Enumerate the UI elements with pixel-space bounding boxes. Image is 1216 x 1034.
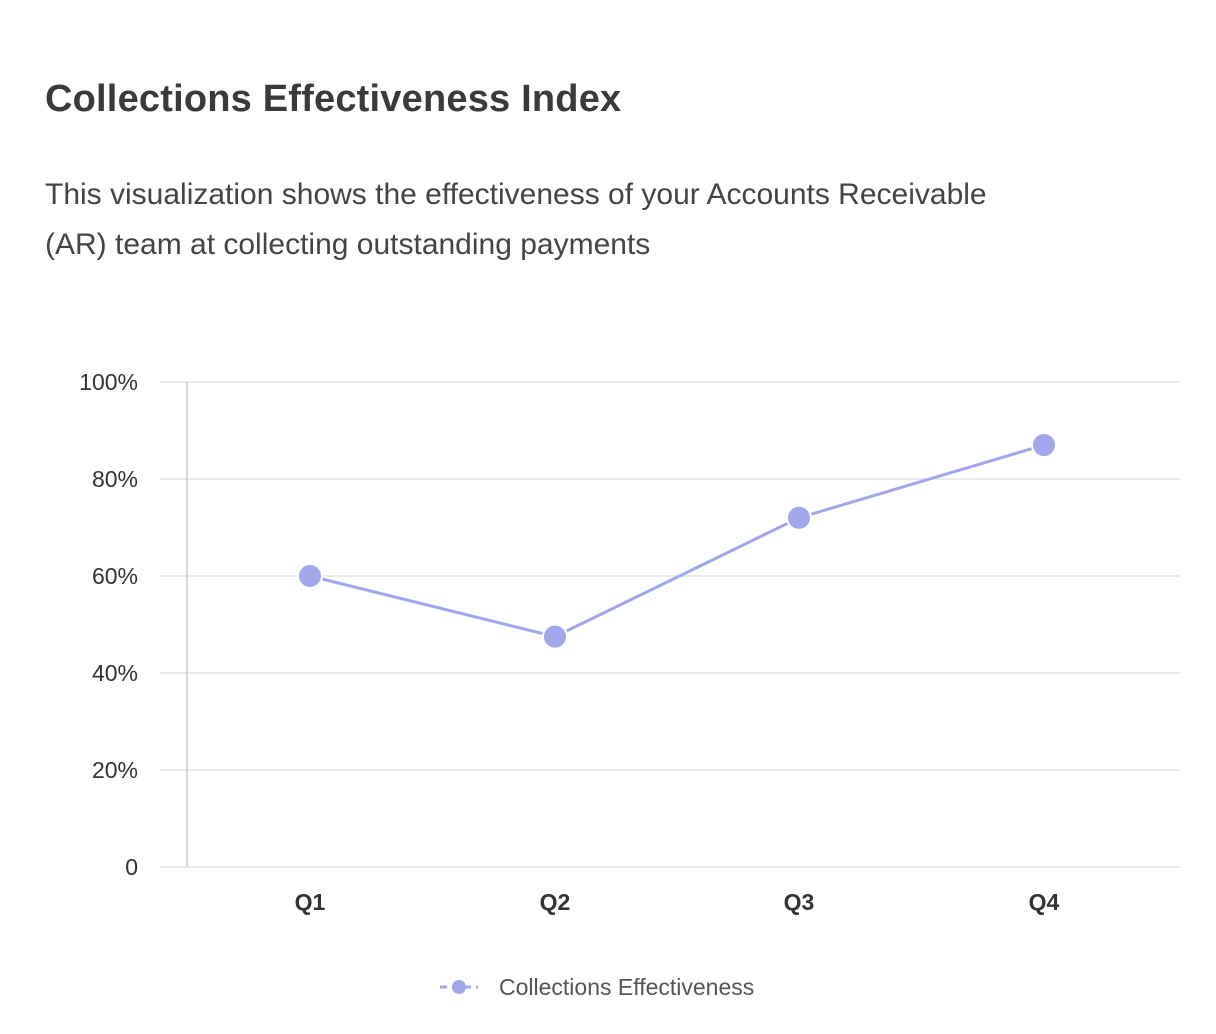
chart-title: Collections Effectiveness Index bbox=[45, 78, 622, 120]
y-tick-label: 100% bbox=[79, 369, 138, 395]
x-tick-label: Q1 bbox=[295, 889, 326, 915]
y-tick-label: 0 bbox=[125, 854, 138, 880]
y-tick-label: 80% bbox=[92, 466, 138, 492]
data-point-q3[interactable] bbox=[786, 504, 812, 531]
x-tick-label: Q4 bbox=[1029, 889, 1060, 915]
data-point-q1[interactable] bbox=[297, 563, 323, 589]
data-point-q2[interactable] bbox=[542, 623, 568, 650]
chart-description: This visualization shows the effectivene… bbox=[45, 178, 987, 261]
x-axis-ticks: Q1 Q2 Q3 Q4 bbox=[295, 889, 1060, 915]
legend-marker bbox=[452, 980, 466, 994]
x-tick-label: Q3 bbox=[784, 889, 815, 915]
x-tick-label: Q2 bbox=[540, 889, 571, 915]
legend[interactable]: Collections Effectiveness bbox=[440, 974, 754, 1000]
grid-lines bbox=[160, 381, 1180, 868]
legend-label[interactable]: Collections Effectiveness bbox=[499, 974, 754, 1000]
series-collections-effectiveness bbox=[297, 432, 1057, 650]
y-tick-label: 40% bbox=[92, 660, 138, 686]
series-line bbox=[309, 443, 1045, 639]
y-tick-label: 20% bbox=[92, 757, 138, 783]
data-point-q4[interactable] bbox=[1031, 432, 1057, 459]
y-axis-ticks: 0 20% 40% 60% 80% 100% bbox=[79, 369, 138, 880]
y-tick-label: 60% bbox=[92, 563, 138, 589]
